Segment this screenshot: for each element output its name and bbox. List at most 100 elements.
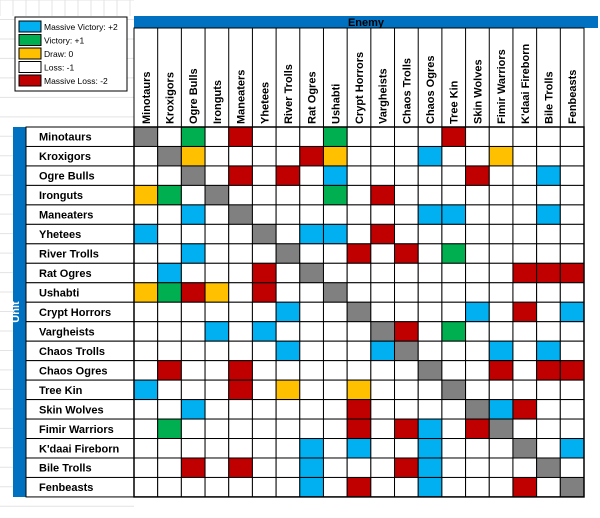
matchup-cell [417,204,443,225]
matchup-cell [204,476,230,498]
matchup-cell [322,379,348,401]
matchup-cell [417,476,443,498]
matchup-cell [417,184,443,206]
matchup-cell [157,438,182,459]
matchup-cell [417,457,443,478]
matchup-cell [228,476,253,498]
matchup-cell [465,301,490,323]
matchup-cell [559,243,585,264]
matchup-cell [512,262,538,284]
matchup-cell [441,321,467,342]
matchup-cell [133,418,159,440]
matchup-cell [488,301,514,323]
matchup-cell [346,223,372,245]
matchup-cell [299,243,324,264]
matchup-cell [512,457,538,478]
matchup-cell [204,145,230,167]
matchup-cell [536,321,561,342]
matchup-cell [180,438,206,459]
enemy-column-header: Yhetees [259,82,271,124]
matchup-cell [394,204,419,225]
matchup-cell [180,165,206,186]
matchup-cell [536,184,561,206]
enemy-column-header: Fenbeasts [567,70,579,124]
matchup-cell [251,457,277,478]
matchup-cell [346,476,372,498]
matchup-cell [204,457,230,478]
matchup-cell [465,379,490,401]
matchup-cell [180,457,206,478]
matchup-cell [536,243,561,264]
matchup-cell [536,438,561,459]
matchup-cell [488,360,514,381]
matchup-cell [417,223,443,245]
matchup-cell [559,379,585,401]
matchup-cell [228,243,253,264]
matchup-cell [559,165,585,186]
matchup-cell [322,399,348,420]
matchup-cell [133,243,159,264]
unit-row-header: Kroxigors [39,151,91,163]
matchup-cell [559,145,585,167]
matchup-cell [465,145,490,167]
matchup-cell [370,438,396,459]
matchup-cell [204,126,230,147]
enemy-column-header: Chaos Trolls [401,58,413,124]
matchup-cell [228,126,253,147]
matchup-cell [488,145,514,167]
matchup-cell [228,223,253,245]
enemy-column-header: Bile Trolls [543,71,555,124]
matchup-cell [394,399,419,420]
matchup-cell [488,126,514,147]
matchup-cell [488,340,514,362]
legend: Massive Victory: +2 Victory: +1 Draw: 0 Los… [14,16,128,92]
matchup-cell [559,399,585,420]
matchup-cell [180,418,206,440]
matchup-cell [204,262,230,284]
matchup-cell [559,438,585,459]
matchup-cell [417,165,443,186]
matchup-cell [251,282,277,303]
matchup-cell [512,438,538,459]
matchup-cell [512,165,538,186]
matchup-cell [536,282,561,303]
matchup-cell [346,262,372,284]
matchup-cell [251,184,277,206]
matchup-cell [370,476,396,498]
matchup-cell [488,262,514,284]
matchup-cell [394,301,419,323]
enemy-header-label: Enemy [348,17,385,29]
enemy-column-header: Crypt Horrors [354,52,366,124]
matchup-cell [394,457,419,478]
matchup-cell [228,262,253,284]
matchup-cell [251,126,277,147]
matchup-cell [488,282,514,303]
matchup-cell [370,126,396,147]
matchup-cell [180,243,206,264]
matchup-cell [346,360,372,381]
unit-row-header: Fimir Warriors [39,424,114,436]
matchup-cell [417,282,443,303]
matchup-cell [180,476,206,498]
unit-row-header: Minotaurs [39,132,92,144]
enemy-column-header: Ogre Bulls [188,68,200,124]
matchup-cell [204,438,230,459]
enemy-header-bar [134,16,598,28]
matchup-cell [299,399,324,420]
matchup-cell [204,243,230,264]
unit-header-label: Unit [10,301,22,323]
matchup-cell [536,126,561,147]
matchup-cell [370,165,396,186]
matchup-cell [559,457,585,478]
matchup-cell [465,262,490,284]
matchup-cell [251,379,277,401]
matchup-cell [441,223,467,245]
matchup-cell [394,379,419,401]
matchup-cell [465,457,490,478]
enemy-column-header: Kroxigors [165,72,177,124]
matchup-cell [157,184,182,206]
unit-header-bar [13,127,26,497]
matchup-cell [322,184,348,206]
matchup-cell [370,340,396,362]
matchup-cell [394,262,419,284]
